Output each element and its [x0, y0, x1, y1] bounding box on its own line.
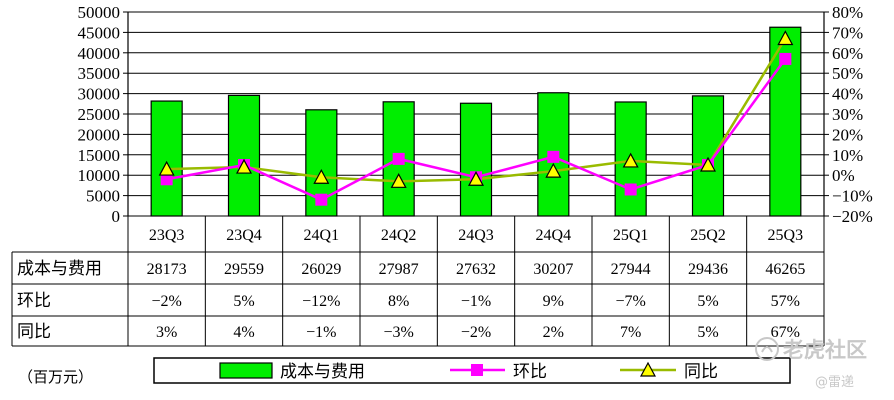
legend-label: 环比 [513, 362, 547, 382]
table-cell: 5% [697, 293, 718, 310]
table-cell: 5% [697, 324, 718, 341]
table-cell: 28173 [147, 261, 187, 278]
x-tick-label: 24Q4 [536, 227, 572, 244]
table-cell: 7% [620, 324, 641, 341]
table-cell: −1% [461, 293, 491, 310]
table-cell: 27987 [379, 261, 419, 278]
point-triangle [777, 30, 794, 46]
y-left-tick-label: 15000 [78, 146, 121, 165]
table-cell: 46265 [765, 261, 805, 278]
table-cell: 29436 [688, 261, 728, 278]
y-left-tick-label: 0 [112, 207, 121, 226]
x-tick-label: 25Q1 [613, 227, 649, 244]
legend-label: 同比 [684, 362, 718, 382]
y-left-tick-label: 20000 [78, 125, 121, 144]
bars [150, 26, 802, 217]
table-row-label: 同比 [17, 322, 51, 342]
point-triangle [467, 171, 485, 186]
table-cell: −3% [383, 324, 413, 341]
x-tick-label: 24Q2 [381, 227, 417, 244]
y-left-tick-label: 30000 [78, 85, 121, 104]
table-cell: 3% [156, 324, 177, 341]
watermark-logo-icon [755, 337, 779, 361]
table-cell: 9% [543, 293, 564, 310]
table-cell: 26029 [301, 261, 341, 278]
table-cell: 5% [233, 293, 254, 310]
point-square [315, 193, 328, 206]
watermark-line1: 老虎社区 [783, 338, 867, 362]
series-lines [158, 30, 794, 206]
x-tick-label: 23Q3 [149, 227, 185, 244]
table-cell: −2% [461, 324, 491, 341]
y-left-tick-label: 45000 [78, 23, 121, 42]
table-cell: 8% [388, 293, 409, 310]
legend-swatch-bar [219, 362, 273, 379]
point-triangle [158, 160, 175, 176]
table-cell: 29559 [224, 261, 264, 278]
y-left-tick-label: 40000 [78, 44, 121, 63]
x-tick-label: 25Q3 [768, 227, 804, 244]
table-cell: 30207 [533, 261, 573, 278]
table-cell: 27632 [456, 261, 496, 278]
point-square [547, 150, 560, 163]
bar [227, 94, 261, 217]
point-triangle [622, 152, 639, 168]
y-right-tick-label: 40% [832, 85, 863, 104]
y-left-tick-label: 5000 [86, 187, 120, 206]
table-row-label: 环比 [17, 291, 51, 311]
y-right-tick-label: −10% [832, 187, 873, 206]
point-square [779, 52, 792, 65]
legend-marker-square [471, 364, 483, 376]
y-right-tick-label: 60% [832, 44, 863, 63]
table-cell: −2% [151, 293, 181, 310]
table-cell: 57% [771, 293, 800, 310]
table-cell: −7% [615, 293, 645, 310]
x-tick-label: 24Q3 [458, 227, 494, 244]
table-cell: −12% [302, 293, 340, 310]
y-right-tick-label: 0% [832, 166, 855, 185]
watermark-line2: @雷递 [815, 375, 854, 390]
y-right-tick-label: 30% [832, 105, 863, 124]
legend-label: 成本与费用 [280, 362, 365, 382]
y-right-tick-label: 50% [832, 64, 863, 83]
y-right-tick-label: 20% [832, 125, 863, 144]
x-tick-label: 25Q2 [690, 227, 726, 244]
table-cell: −1% [306, 324, 336, 341]
table-cell: 27944 [611, 261, 651, 278]
point-triangle [235, 158, 253, 174]
legend-marker-triangle [639, 361, 657, 377]
table-row-label: 成本与费用 [17, 259, 102, 279]
y-left-tick-label: 10000 [78, 166, 121, 185]
table-cell: 2% [543, 324, 564, 341]
unit-label: （百万元） [18, 368, 93, 386]
point-square [160, 173, 173, 186]
x-tick-label: 23Q4 [226, 227, 262, 244]
point-square [624, 183, 637, 196]
point-triangle [545, 162, 562, 178]
y-right-tick-label: 80% [832, 3, 863, 22]
y-left-tick-label: 35000 [78, 64, 121, 83]
y-right-tick-label: −20% [832, 207, 873, 226]
x-tick-label: 24Q1 [304, 227, 340, 244]
point-triangle [313, 168, 330, 184]
point-triangle [390, 173, 407, 188]
point-square [392, 152, 405, 165]
bar [150, 100, 183, 217]
legend: 成本与费用 环比 同比 [153, 357, 791, 384]
table-cell: 67% [771, 324, 800, 341]
y-right-tick-label: 10% [832, 146, 863, 165]
table-cell: 4% [233, 324, 254, 341]
y-left-tick-label: 50000 [78, 3, 121, 22]
bar [459, 102, 493, 217]
data-table: 23Q3 23Q4 24Q1 24Q2 24Q3 24Q4 25Q1 25Q2 25Q3 成本与费… [11, 215, 825, 347]
y-right-tick-label: 70% [832, 23, 863, 42]
bar [691, 95, 725, 217]
watermark: 老虎社区 @雷递 [755, 337, 867, 390]
point-triangle [699, 156, 717, 172]
y-left-tick-label: 25000 [78, 105, 121, 124]
